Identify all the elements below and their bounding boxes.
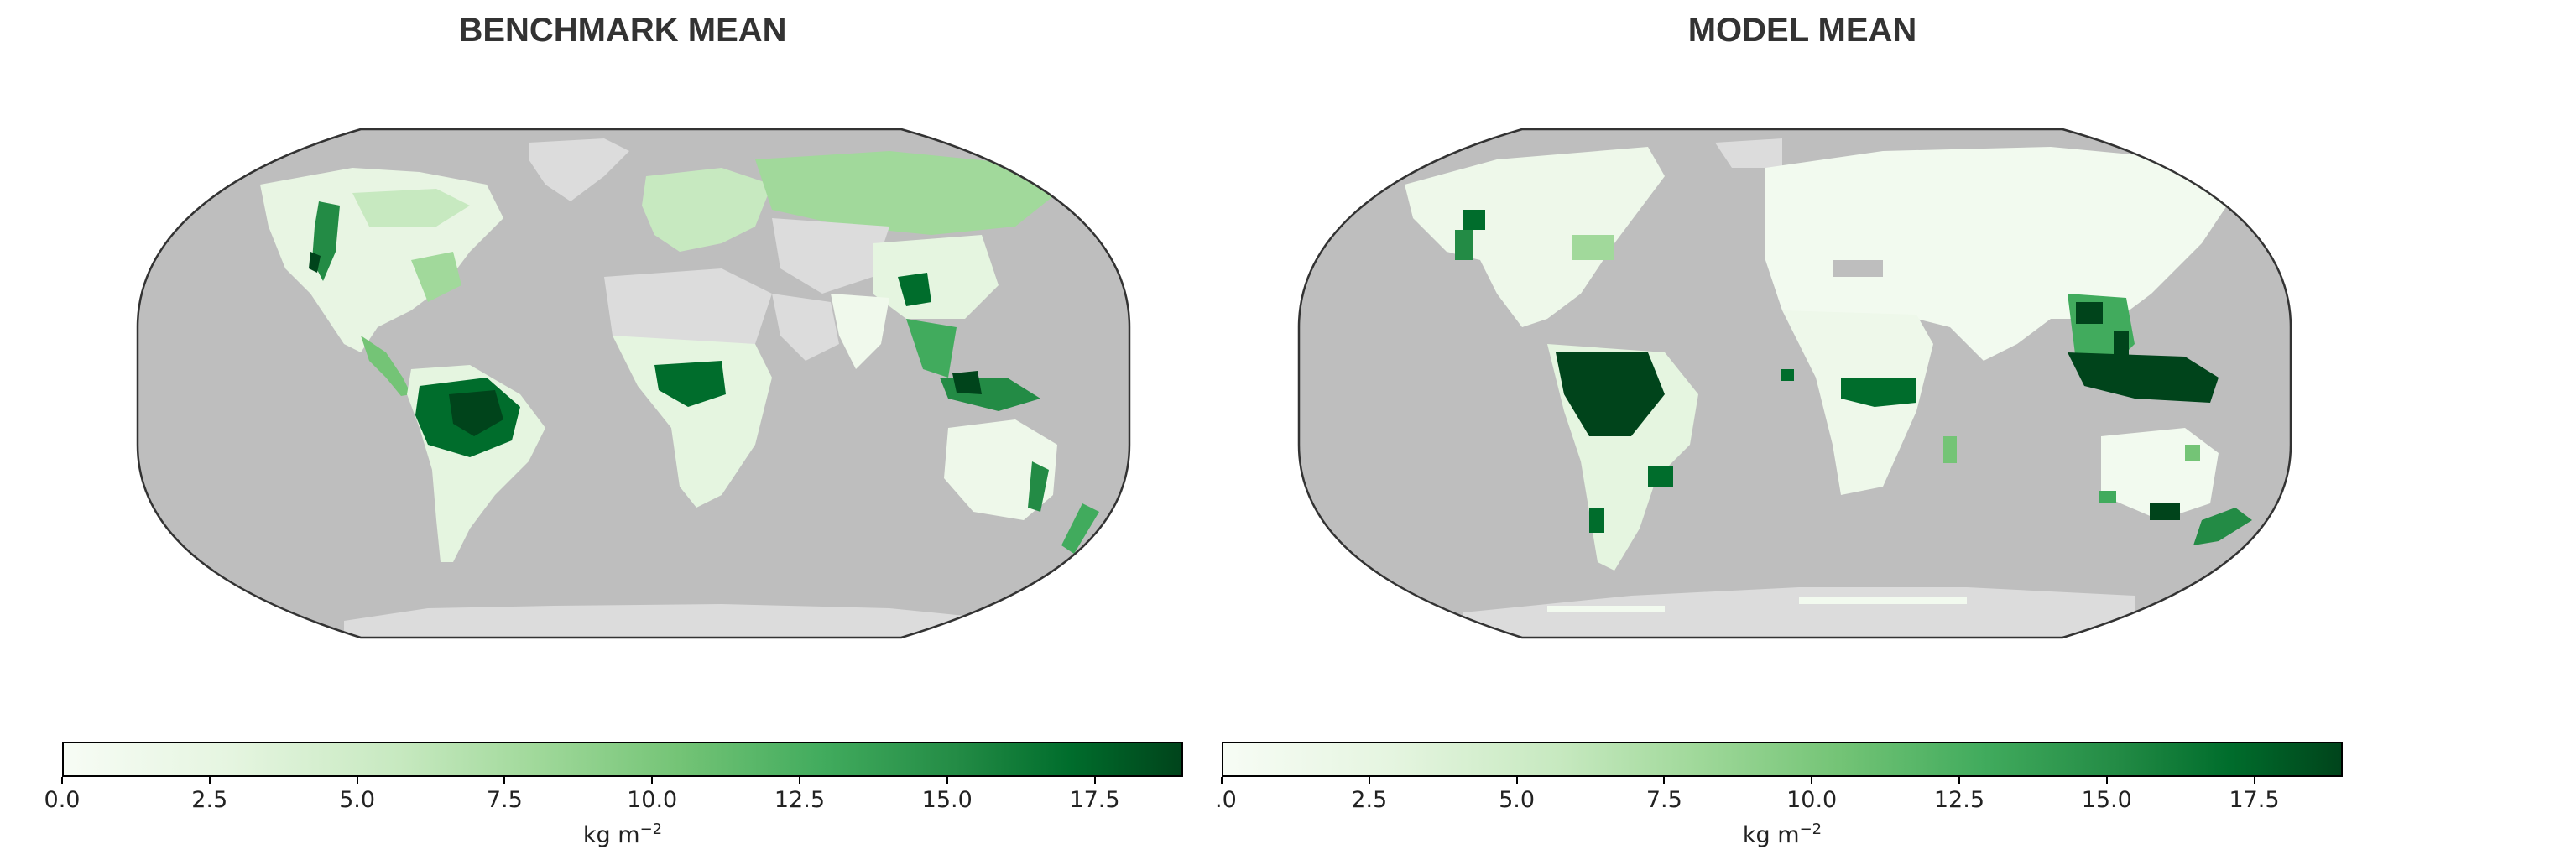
australia-east xyxy=(2185,445,2200,461)
sea-dense-1 xyxy=(2076,302,2103,324)
na-west-coast-2 xyxy=(1455,230,1473,260)
model-tick-label: 5.0 xyxy=(1499,787,1536,813)
southeast-asia xyxy=(906,319,957,378)
antarctica-band-1 xyxy=(1547,606,1665,612)
india xyxy=(831,294,889,369)
model-tick-mark xyxy=(1368,777,1370,784)
east-asia-forest xyxy=(898,273,931,306)
benchmark-tick-mark xyxy=(946,777,948,784)
amazon xyxy=(1556,352,1665,436)
benchmark-mean-map xyxy=(136,128,1131,639)
benchmark-tick-mark xyxy=(798,777,800,784)
benchmark-tick-label: 0.0 xyxy=(44,787,81,813)
benchmark-colorbar xyxy=(62,742,1183,777)
central-asia xyxy=(772,218,889,294)
model-tick-mark xyxy=(1515,777,1518,784)
central-america xyxy=(361,336,411,396)
na-west-coast-dense xyxy=(309,252,321,273)
model-tick-label: 10.0 xyxy=(1786,787,1838,813)
indonesia xyxy=(2068,352,2219,403)
central-asia-nodata xyxy=(1833,260,1883,277)
antarctica xyxy=(344,604,973,638)
benchmark-tick-mark xyxy=(1093,777,1096,784)
amazon-core xyxy=(449,390,503,436)
model-tick-label: 12.5 xyxy=(1933,787,1984,813)
map-outline xyxy=(1297,128,2292,639)
model-mean-map xyxy=(1297,128,2292,639)
benchmark-tick-label: 10.0 xyxy=(627,787,678,813)
australia-west xyxy=(2099,491,2116,503)
model-tick-mark xyxy=(1221,777,1223,784)
benchmark-tick-label: 15.0 xyxy=(921,787,973,813)
north-america xyxy=(1405,147,1665,327)
new-zealand xyxy=(1061,503,1099,554)
model-colorbar-unit: kg m−2 xyxy=(1742,821,1822,848)
model-tick-label: 2.5 xyxy=(1351,787,1388,813)
benchmark-colorbar-ticks: 0.0 2.5 5.0 7.5 10.0 12.5 15.0 17.5 xyxy=(44,777,1183,827)
benchmark-tick-mark xyxy=(61,777,63,784)
sa-south-block xyxy=(1648,466,1673,487)
model-colorbar xyxy=(1222,742,2343,777)
model-tick-mark xyxy=(1663,777,1666,784)
benchmark-tick-mark xyxy=(651,777,654,784)
benchmark-mean-title: BENCHMARK MEAN xyxy=(458,12,787,49)
benchmark-colorbar-unit: kg m−2 xyxy=(582,821,663,848)
africa-west-cell xyxy=(1781,369,1794,381)
australia xyxy=(944,419,1057,520)
benchmark-tick-label: 2.5 xyxy=(191,787,228,813)
na-east-forest xyxy=(1572,235,1614,260)
model-tick-label: .0 xyxy=(1215,787,1237,813)
na-boreal xyxy=(352,189,470,227)
na-west-coast xyxy=(1463,210,1485,230)
australia-se xyxy=(2150,503,2180,520)
model-tick-label: 7.5 xyxy=(1645,787,1682,813)
model-mean-title: MODEL MEAN xyxy=(1687,12,1917,49)
model-tick-mark xyxy=(2253,777,2255,784)
benchmark-tick-label: 5.0 xyxy=(339,787,376,813)
model-tick-mark xyxy=(2105,777,2108,784)
congo-basin xyxy=(1841,378,1916,407)
greenland xyxy=(529,138,629,201)
map-outline xyxy=(136,128,1131,639)
benchmark-tick-mark xyxy=(208,777,211,784)
congo-basin xyxy=(654,361,726,407)
na-east xyxy=(411,252,461,302)
borneo xyxy=(952,371,982,394)
siberia xyxy=(755,151,1057,235)
model-colorbar-ticks: .0 2.5 5.0 7.5 10.0 12.5 15.0 17.5 xyxy=(1215,777,2343,827)
benchmark-tick-label: 7.5 xyxy=(486,787,523,813)
model-tick-mark xyxy=(1958,777,1960,784)
europe xyxy=(642,168,772,252)
greenland xyxy=(1715,138,1782,168)
model-tick-label: 17.5 xyxy=(2229,787,2280,813)
benchmark-tick-mark xyxy=(356,777,358,784)
africa xyxy=(613,336,772,508)
antarctica-band-2 xyxy=(1799,597,1967,604)
benchmark-tick-mark xyxy=(503,777,506,784)
model-tick-label: 15.0 xyxy=(2081,787,2132,813)
new-zealand xyxy=(2193,508,2252,545)
sa-andes xyxy=(1589,508,1604,533)
model-tick-mark xyxy=(1811,777,1813,784)
arabia xyxy=(772,294,839,361)
sahara xyxy=(604,268,772,352)
australia-east-forest xyxy=(1028,461,1049,512)
benchmark-tick-label: 12.5 xyxy=(774,787,825,813)
benchmark-tick-label: 17.5 xyxy=(1069,787,1120,813)
madagascar xyxy=(1943,436,1957,463)
